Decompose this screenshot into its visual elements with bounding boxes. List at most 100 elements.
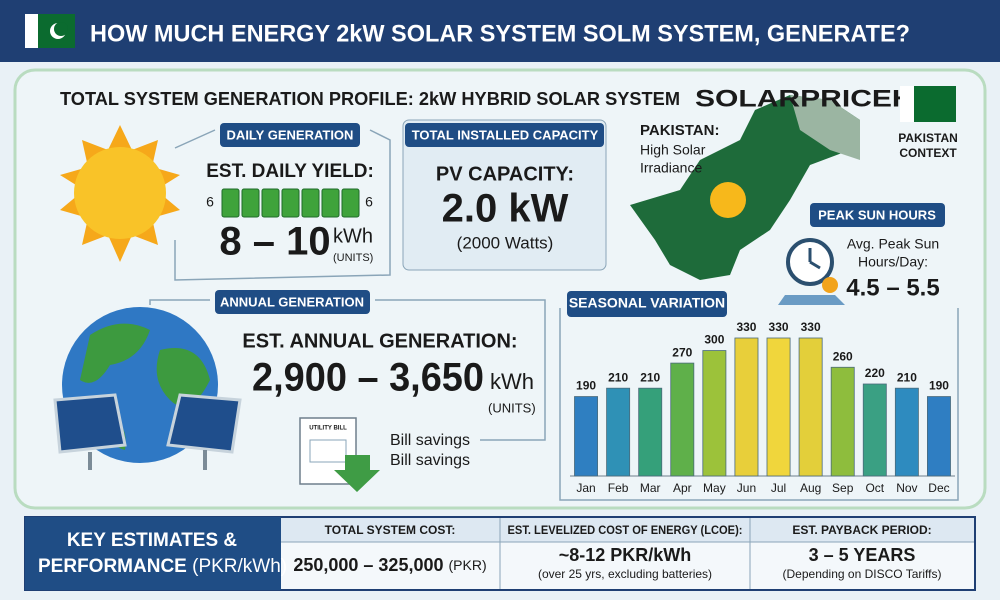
- clock-icon: [778, 238, 845, 305]
- sun-hours-text: Avg. Peak Sun: [847, 236, 939, 252]
- bar: [702, 350, 727, 477]
- x-tick-label: Jul: [771, 481, 786, 495]
- footer-heading: KEY ESTIMATES &: [67, 530, 238, 551]
- yield-blocks: [221, 188, 360, 218]
- x-tick-label: Feb: [608, 481, 629, 495]
- footer-heading: PERFORMANCE: [38, 556, 187, 577]
- yield-block: [261, 188, 280, 218]
- yield-block: [221, 188, 240, 218]
- flag: [25, 14, 75, 48]
- bar: [638, 387, 663, 477]
- tag: [567, 291, 727, 317]
- daily-unit-note: (UNITS): [333, 252, 373, 264]
- value-label: 330: [769, 320, 789, 334]
- globe-icon: [53, 307, 242, 470]
- annual-unit-note: (UNITS): [488, 400, 536, 415]
- page-title: HOW MUCH ENERGY 2kW SOLAR SYSTEM SOLM SY…: [90, 20, 910, 47]
- pakistan-title: PAKISTAN:: [640, 122, 719, 139]
- yield-block: [321, 188, 340, 218]
- value-label: 190: [929, 379, 949, 393]
- tag-label: DAILY GENERATION: [227, 127, 354, 142]
- bill-label: UTILITY BILL: [309, 426, 347, 432]
- pakistan-map: [630, 95, 860, 280]
- tag-label: ANNUAL GENERATION: [220, 294, 364, 309]
- x-tick-label: Apr: [673, 481, 692, 495]
- footer-col-value: 250,000 – 325,000: [293, 555, 443, 575]
- capacity-value: 2.0 kW: [442, 187, 569, 231]
- capacity-label: PV CAPACITY:: [436, 163, 574, 185]
- sun-hours-value: 4.5 – 5.5: [846, 274, 939, 301]
- footer-col-value: 3 – 5 YEARS: [809, 545, 916, 565]
- value-label: 260: [833, 349, 853, 363]
- annual-value: 2,900 – 3,650: [252, 356, 484, 400]
- scale-label: 6: [206, 194, 214, 210]
- bar: [670, 362, 695, 477]
- value-label: 330: [736, 320, 756, 334]
- bar: [862, 383, 887, 477]
- footer-col-note: (Depending on DISCO Tariffs): [783, 567, 942, 581]
- tag-label: PEAK SUN HOURS: [818, 207, 936, 222]
- footer-heading-box: [25, 517, 281, 590]
- box-border: [149, 299, 546, 441]
- x-tick-label: Sep: [832, 481, 854, 495]
- footer-col-value: ~8-12 PKR/kWh: [559, 545, 692, 565]
- header-band: [0, 0, 1000, 62]
- x-tick-label: Mar: [640, 481, 661, 495]
- x-tick-label: Dec: [928, 481, 949, 495]
- tag: [220, 123, 360, 147]
- context-label: PAKISTAN: [898, 131, 958, 145]
- tag: [810, 203, 945, 227]
- sun-hours-text: Hours/Day:: [858, 254, 928, 270]
- bar: [798, 337, 823, 477]
- value-label: 220: [865, 366, 885, 380]
- footer-col-note: (over 25 yrs, excluding batteries): [538, 567, 712, 581]
- yield-block: [241, 188, 260, 218]
- box-border: [174, 129, 391, 281]
- savings-text: Bill savings: [390, 452, 470, 469]
- footer-col-header: TOTAL SYSTEM COST:: [325, 523, 456, 537]
- footer-col-header: EST. PAYBACK PERIOD:: [792, 523, 931, 537]
- yield-block: [341, 188, 360, 218]
- bar: [927, 396, 951, 477]
- footer-heading-unit: (PKR/kWh): [192, 556, 287, 577]
- annual-label: EST. ANNUAL GENERATION:: [242, 330, 517, 352]
- pakistan-text: High Solar: [640, 142, 706, 158]
- x-tick-label: Jan: [576, 481, 595, 495]
- bar: [606, 387, 631, 477]
- bar: [574, 396, 598, 477]
- annual-unit: kWh: [490, 369, 534, 394]
- footer-col-value: 250,000 – 325,000 (PKR): [293, 555, 486, 575]
- capacity-box: [402, 119, 607, 271]
- value-label: 190: [576, 379, 596, 393]
- capacity-note: (2000 Watts): [457, 233, 554, 252]
- profile-title: TOTAL SYSTEM GENERATION PROFILE: 2kW HYB…: [60, 89, 680, 109]
- scale-label: 6: [365, 194, 373, 210]
- bar: [766, 337, 791, 477]
- value-label: 210: [640, 370, 660, 384]
- context-label: CONTEXT: [899, 146, 957, 160]
- bar-chart: 190 Jan 210 Feb 210 Mar 270 Apr 300 May 330 Jun 330 J…: [570, 320, 955, 495]
- chart-border: [559, 308, 959, 501]
- footer-header-row: [281, 518, 974, 542]
- savings-text: Bill savings: [390, 432, 470, 449]
- footer-heading: PERFORMANCE (PKR/kWh): [38, 556, 287, 577]
- x-tick-label: May: [703, 481, 726, 495]
- value-label: 330: [801, 320, 821, 334]
- pakistan-text: Irradiance: [640, 160, 702, 176]
- map-sun: [710, 182, 746, 218]
- daily-value: 8 – 10: [219, 220, 330, 264]
- bar: [894, 387, 919, 477]
- footer-col-header: EST. LEVELIZED COST OF ENERGY (LCOE):: [508, 523, 743, 537]
- daily-unit: kWh: [333, 225, 373, 247]
- footer-col-unit: (PKR): [449, 557, 487, 573]
- chart-title: SEASONAL VARIATION: [569, 295, 725, 311]
- bill-icon: [299, 417, 380, 492]
- value-label: 300: [704, 333, 724, 347]
- value-label: 210: [608, 370, 628, 384]
- sun-icon: [60, 125, 180, 262]
- map-region: [790, 95, 860, 160]
- daily-label: EST. DAILY YIELD:: [206, 161, 374, 182]
- footer-dividers: [281, 518, 974, 589]
